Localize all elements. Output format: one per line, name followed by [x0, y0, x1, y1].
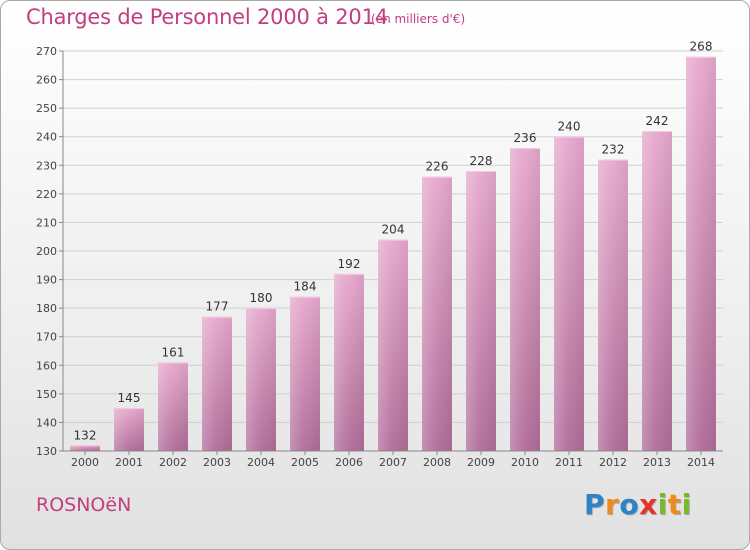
- y-tick-label: 260: [36, 74, 57, 87]
- y-tick-label: 240: [36, 131, 57, 144]
- value-labels: 132 145 161 177 180 184 192 204 226 228 236 240 232 2…: [74, 40, 713, 443]
- bar-highlight: [202, 316, 232, 451]
- x-tick-label: 2004: [247, 456, 275, 469]
- x-tick-label: 2005: [291, 456, 319, 469]
- bar-value-label: 192: [338, 257, 361, 271]
- bar-value-label: 161: [162, 345, 185, 359]
- bar-highlight: [114, 408, 144, 451]
- logo-letter: i: [657, 488, 668, 521]
- bar-highlight: [686, 56, 716, 451]
- commune-name: ROSNOëN: [36, 494, 132, 516]
- bar-highlight: [466, 171, 496, 451]
- bars: [70, 56, 716, 452]
- bar-value-label: 184: [294, 280, 317, 294]
- x-tick-label: 2012: [599, 456, 627, 469]
- x-tick-label: 2000: [71, 456, 99, 469]
- axes: 130 140 150 160 170 180 190 200 210 220 230 240 250 2…: [36, 45, 723, 469]
- bar-highlight: [422, 176, 452, 451]
- logo-letter: x: [639, 488, 658, 521]
- x-tick-label: 2006: [335, 456, 363, 469]
- x-tick-label: 2008: [423, 456, 451, 469]
- bar-value-label: 228: [470, 154, 493, 168]
- bar-value-label: 240: [558, 120, 581, 134]
- bar-value-label: 204: [382, 223, 405, 237]
- logo-letter: t: [667, 488, 682, 521]
- bar-value-label: 268: [690, 40, 713, 54]
- x-tick-label: 2010: [511, 456, 539, 469]
- chart-subtitle: (en milliers d'€): [371, 12, 466, 26]
- y-tick-label: 150: [36, 388, 57, 401]
- logo-letter: P: [584, 488, 606, 521]
- y-tick-label: 130: [36, 445, 57, 458]
- y-tick-label: 200: [36, 245, 57, 258]
- bar-highlight: [70, 445, 100, 451]
- x-tick-label: 2002: [159, 456, 187, 469]
- logo-letter: r: [605, 488, 620, 521]
- chart-title: Charges de Personnel 2000 à 2014: [26, 5, 388, 29]
- y-tick-label: 160: [36, 359, 57, 372]
- x-tick-label: 2009: [467, 456, 495, 469]
- bar-value-label: 145: [118, 391, 141, 405]
- bar-highlight: [598, 159, 628, 452]
- bar-highlight: [290, 296, 320, 451]
- x-tick-label: 2003: [203, 456, 231, 469]
- logo-letter: i: [681, 488, 692, 521]
- bar-highlight: [554, 136, 584, 451]
- y-tick-label: 140: [36, 416, 57, 429]
- x-tick-label: 2011: [555, 456, 583, 469]
- bar-value-label: 132: [74, 428, 97, 442]
- bar-value-label: 236: [514, 131, 537, 145]
- x-tick-label: 2007: [379, 456, 407, 469]
- y-tick-label: 270: [36, 45, 57, 58]
- bar-value-label: 180: [250, 291, 273, 305]
- x-tick-label: 2014: [687, 456, 715, 469]
- bar-highlight: [378, 239, 408, 451]
- bar-value-label: 242: [646, 114, 669, 128]
- y-tick-label: 180: [36, 302, 57, 315]
- y-tick-label: 170: [36, 331, 57, 344]
- bar-value-label: 226: [426, 160, 449, 174]
- bar-highlight: [510, 148, 540, 451]
- bar-highlight: [334, 273, 364, 451]
- logo-letter: o: [619, 488, 640, 521]
- bar-highlight: [158, 362, 188, 451]
- y-tick-label: 230: [36, 159, 57, 172]
- bar-highlight: [246, 308, 276, 451]
- y-tick-label: 210: [36, 216, 57, 229]
- x-tick-label: 2013: [643, 456, 671, 469]
- x-tick-label: 2001: [115, 456, 143, 469]
- y-tick-label: 250: [36, 102, 57, 115]
- bar-value-label: 232: [602, 143, 625, 157]
- proxiti-logo: Proxiti: [584, 488, 692, 521]
- bar-value-label: 177: [206, 300, 229, 314]
- y-tick-label: 220: [36, 188, 57, 201]
- y-tick-label: 190: [36, 274, 57, 287]
- bar-highlight: [642, 131, 672, 451]
